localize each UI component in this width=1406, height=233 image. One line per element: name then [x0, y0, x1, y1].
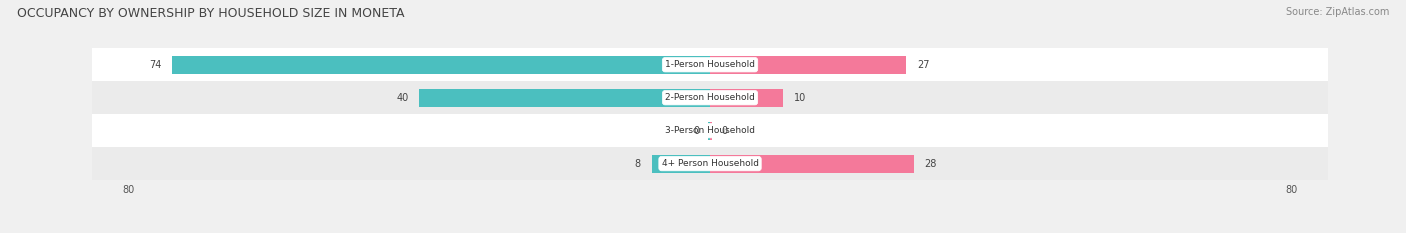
Text: OCCUPANCY BY OWNERSHIP BY HOUSEHOLD SIZE IN MONETA: OCCUPANCY BY OWNERSHIP BY HOUSEHOLD SIZE…: [17, 7, 405, 20]
Bar: [710, 89, 783, 107]
Bar: [652, 154, 710, 173]
Text: 0: 0: [693, 126, 699, 136]
Text: 8: 8: [636, 159, 641, 169]
Bar: [93, 81, 1327, 114]
Bar: [172, 56, 710, 74]
Text: 10: 10: [793, 93, 806, 103]
Bar: [93, 48, 1327, 81]
Bar: [93, 147, 1327, 180]
Text: 1-Person Household: 1-Person Household: [665, 60, 755, 69]
Bar: [93, 114, 1327, 147]
Bar: [710, 56, 907, 74]
Bar: [710, 154, 914, 173]
Text: 74: 74: [149, 60, 162, 70]
Text: 2-Person Household: 2-Person Household: [665, 93, 755, 102]
Text: Source: ZipAtlas.com: Source: ZipAtlas.com: [1285, 7, 1389, 17]
Text: 28: 28: [925, 159, 936, 169]
Text: 4+ Person Household: 4+ Person Household: [662, 159, 758, 168]
Bar: [419, 89, 710, 107]
Bar: [710, 122, 713, 140]
Bar: [707, 122, 710, 140]
Text: 3-Person Household: 3-Person Household: [665, 126, 755, 135]
Text: 40: 40: [396, 93, 408, 103]
Text: 27: 27: [917, 60, 929, 70]
Text: 0: 0: [721, 126, 727, 136]
